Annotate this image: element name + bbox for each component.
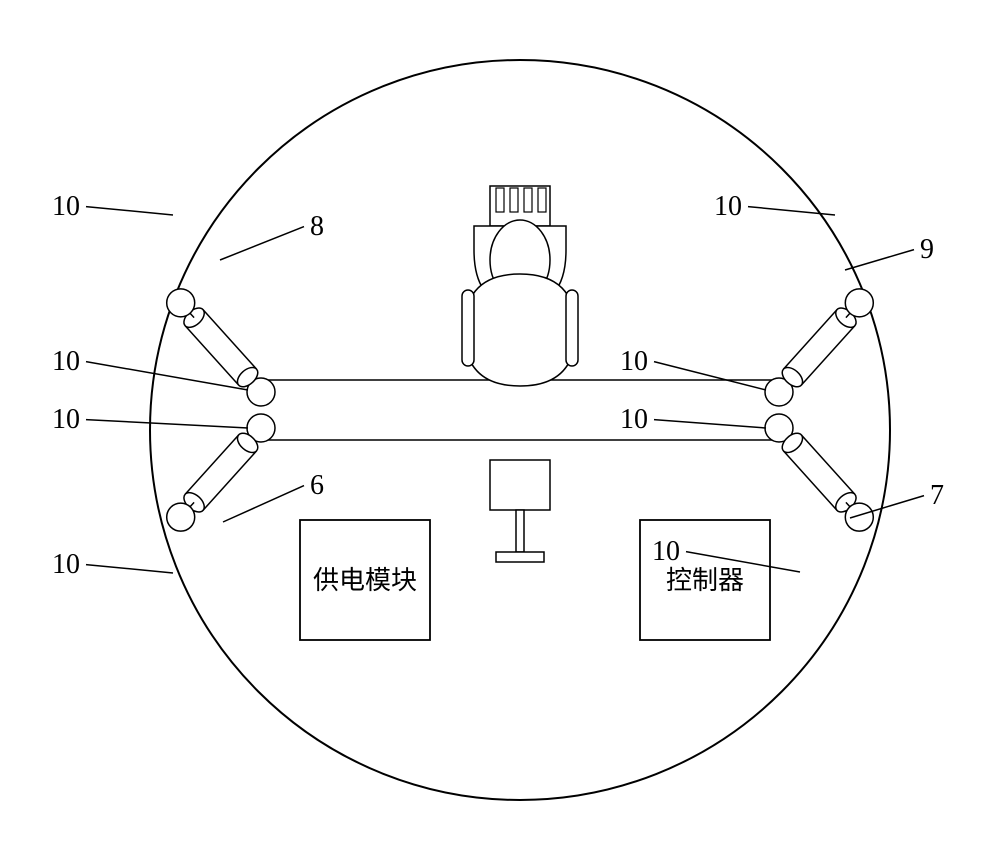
callout-4-text: 10 — [52, 346, 80, 377]
callout-1-text: 8 — [310, 211, 324, 242]
callout-6-text: 10 — [52, 404, 80, 435]
arm-7-outer-joint — [845, 503, 873, 531]
power-module-label: 供电模块 — [313, 566, 417, 595]
callout-11-text: 10 — [652, 536, 680, 567]
callout-3-text: 9 — [920, 234, 934, 265]
arm-8-outer-joint — [167, 289, 195, 317]
arm-9-outer-joint — [845, 289, 873, 317]
callout-7-text: 10 — [620, 404, 648, 435]
arm-6-outer-joint — [167, 503, 195, 531]
callout-2-text: 10 — [714, 191, 742, 222]
callout-10-text: 10 — [52, 549, 80, 580]
console-panel — [490, 460, 550, 510]
callout-5-text: 10 — [620, 346, 648, 377]
callout-0-text: 10 — [52, 191, 80, 222]
controller-module-label: 控制器 — [666, 566, 744, 595]
callout-8-text: 6 — [310, 470, 324, 501]
callout-9-text: 7 — [930, 480, 944, 511]
